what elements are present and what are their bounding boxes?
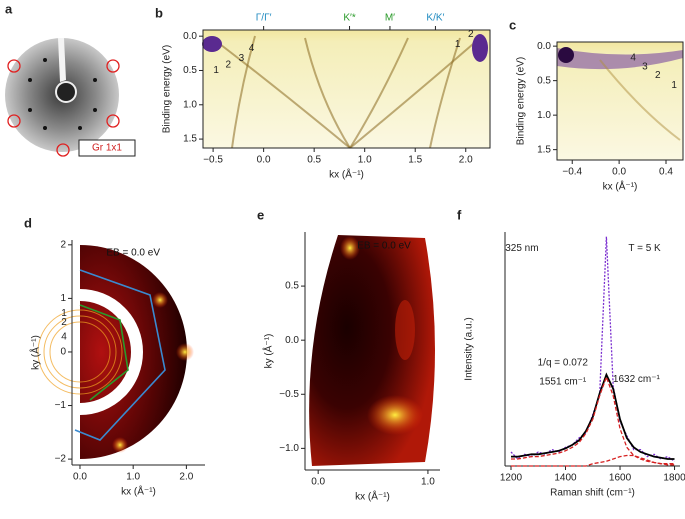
series-line bbox=[511, 375, 675, 465]
annotation: Gr 1x1 bbox=[92, 143, 122, 154]
y-tick-label: −1 bbox=[55, 400, 67, 411]
top-tick-label: K/K′ bbox=[426, 13, 444, 24]
annotation: EB = 0.0 eV bbox=[106, 247, 160, 258]
x-tick-label: 0.5 bbox=[307, 155, 321, 166]
y-axis-label: ky (Å⁻¹) bbox=[262, 334, 275, 369]
annotation: 2 bbox=[655, 70, 661, 81]
y-tick-label: 0.5 bbox=[183, 65, 197, 76]
x-tick-label: 2.0 bbox=[179, 472, 193, 483]
annotation: 1 bbox=[671, 80, 677, 91]
top-tick-label: K′* bbox=[343, 13, 356, 24]
y-tick-label: −0.5 bbox=[279, 389, 299, 400]
x-tick-label: 1200 bbox=[500, 473, 523, 484]
annotation: 4 bbox=[630, 53, 636, 64]
series-line bbox=[511, 454, 675, 467]
annotation: 3 bbox=[642, 61, 648, 72]
x-tick-label: 1.0 bbox=[358, 155, 372, 166]
panel-letter: c bbox=[509, 17, 516, 32]
x-tick-label: −0.5 bbox=[203, 155, 223, 166]
panel-letter: f bbox=[457, 207, 462, 222]
y-tick-label: −1.0 bbox=[279, 443, 299, 454]
leed-image bbox=[5, 38, 136, 157]
x-tick-label: 1.0 bbox=[126, 472, 140, 483]
top-tick-label: M′ bbox=[385, 13, 395, 24]
y-tick-label: 0.5 bbox=[537, 75, 551, 86]
x-axis-label: kx (Å⁻¹) bbox=[603, 180, 638, 193]
annotation: 1 bbox=[61, 308, 67, 319]
annotation: 1551 cm⁻¹ bbox=[539, 376, 587, 387]
x-tick-label: 1.0 bbox=[421, 477, 435, 488]
annotation: 1/q = 0.072 bbox=[538, 358, 589, 369]
annotation: 4 bbox=[249, 43, 255, 54]
y-tick-label: 1.0 bbox=[537, 110, 551, 121]
x-axis-label: Raman shift (cm⁻¹) bbox=[550, 488, 635, 499]
y-tick-label: 0 bbox=[60, 347, 66, 358]
y-tick-label: 1.5 bbox=[183, 134, 197, 145]
x-tick-label: 1600 bbox=[609, 473, 632, 484]
annotation: 4 bbox=[61, 332, 67, 343]
x-axis-label: kx (Å⁻¹) bbox=[355, 490, 390, 503]
fermi-map-e bbox=[309, 235, 435, 466]
x-axis-label: kx (Å⁻¹) bbox=[121, 485, 156, 498]
y-axis-label: Binding energy (eV) bbox=[162, 45, 173, 133]
series-line bbox=[511, 372, 675, 460]
x-tick-label: 0.0 bbox=[612, 167, 626, 178]
x-tick-label: 1800 bbox=[663, 473, 685, 484]
panel-letter: d bbox=[24, 215, 32, 230]
panel-letter: e bbox=[257, 207, 264, 222]
y-axis-label: ky (Å⁻¹) bbox=[29, 335, 42, 370]
series-line bbox=[510, 236, 675, 462]
annotation: 2 bbox=[468, 29, 474, 40]
panel-letter: a bbox=[5, 1, 13, 16]
y-tick-label: 0.0 bbox=[183, 31, 197, 42]
y-tick-label: 2 bbox=[60, 239, 66, 250]
annotation: EB = 0.0 eV bbox=[357, 241, 411, 252]
y-axis-label: Binding energy (eV) bbox=[516, 57, 527, 145]
x-tick-label: 0.0 bbox=[257, 155, 271, 166]
y-tick-label: 1 bbox=[60, 293, 66, 304]
y-tick-label: 0.0 bbox=[285, 335, 299, 346]
y-tick-label: 0.5 bbox=[285, 281, 299, 292]
y-tick-label: 0.0 bbox=[537, 41, 551, 52]
x-tick-label: 0.4 bbox=[659, 167, 673, 178]
x-tick-label: −0.4 bbox=[562, 167, 582, 178]
annotation: 2 bbox=[61, 317, 67, 328]
annotation: 325 nm bbox=[505, 243, 538, 254]
panel-letter: b bbox=[155, 5, 163, 20]
y-tick-label: 1.5 bbox=[537, 144, 551, 155]
x-tick-label: 1.5 bbox=[408, 155, 422, 166]
annotation: T = 5 K bbox=[628, 243, 661, 254]
annotation: 1 bbox=[213, 65, 219, 76]
x-tick-label: 0.0 bbox=[311, 477, 325, 488]
x-tick-label: 1400 bbox=[554, 473, 577, 484]
x-tick-label: 0.0 bbox=[73, 472, 87, 483]
y-tick-label: −2 bbox=[55, 454, 67, 465]
y-tick-label: 1.0 bbox=[183, 99, 197, 110]
x-axis-label: kx (Å⁻¹) bbox=[329, 168, 364, 181]
arpes-map-c bbox=[556, 41, 684, 161]
fermi-map-d bbox=[37, 245, 194, 459]
top-tick-label: Γ/Γ′ bbox=[256, 13, 272, 24]
y-axis-label: Intensity (a.u.) bbox=[464, 317, 475, 380]
x-tick-label: 2.0 bbox=[459, 155, 473, 166]
annotation: 1 bbox=[455, 39, 461, 50]
annotation: 2 bbox=[225, 60, 231, 71]
arpes-map-b bbox=[202, 29, 491, 149]
annotation: 3 bbox=[239, 53, 245, 64]
annotation: 1632 cm⁻¹ bbox=[613, 374, 661, 385]
